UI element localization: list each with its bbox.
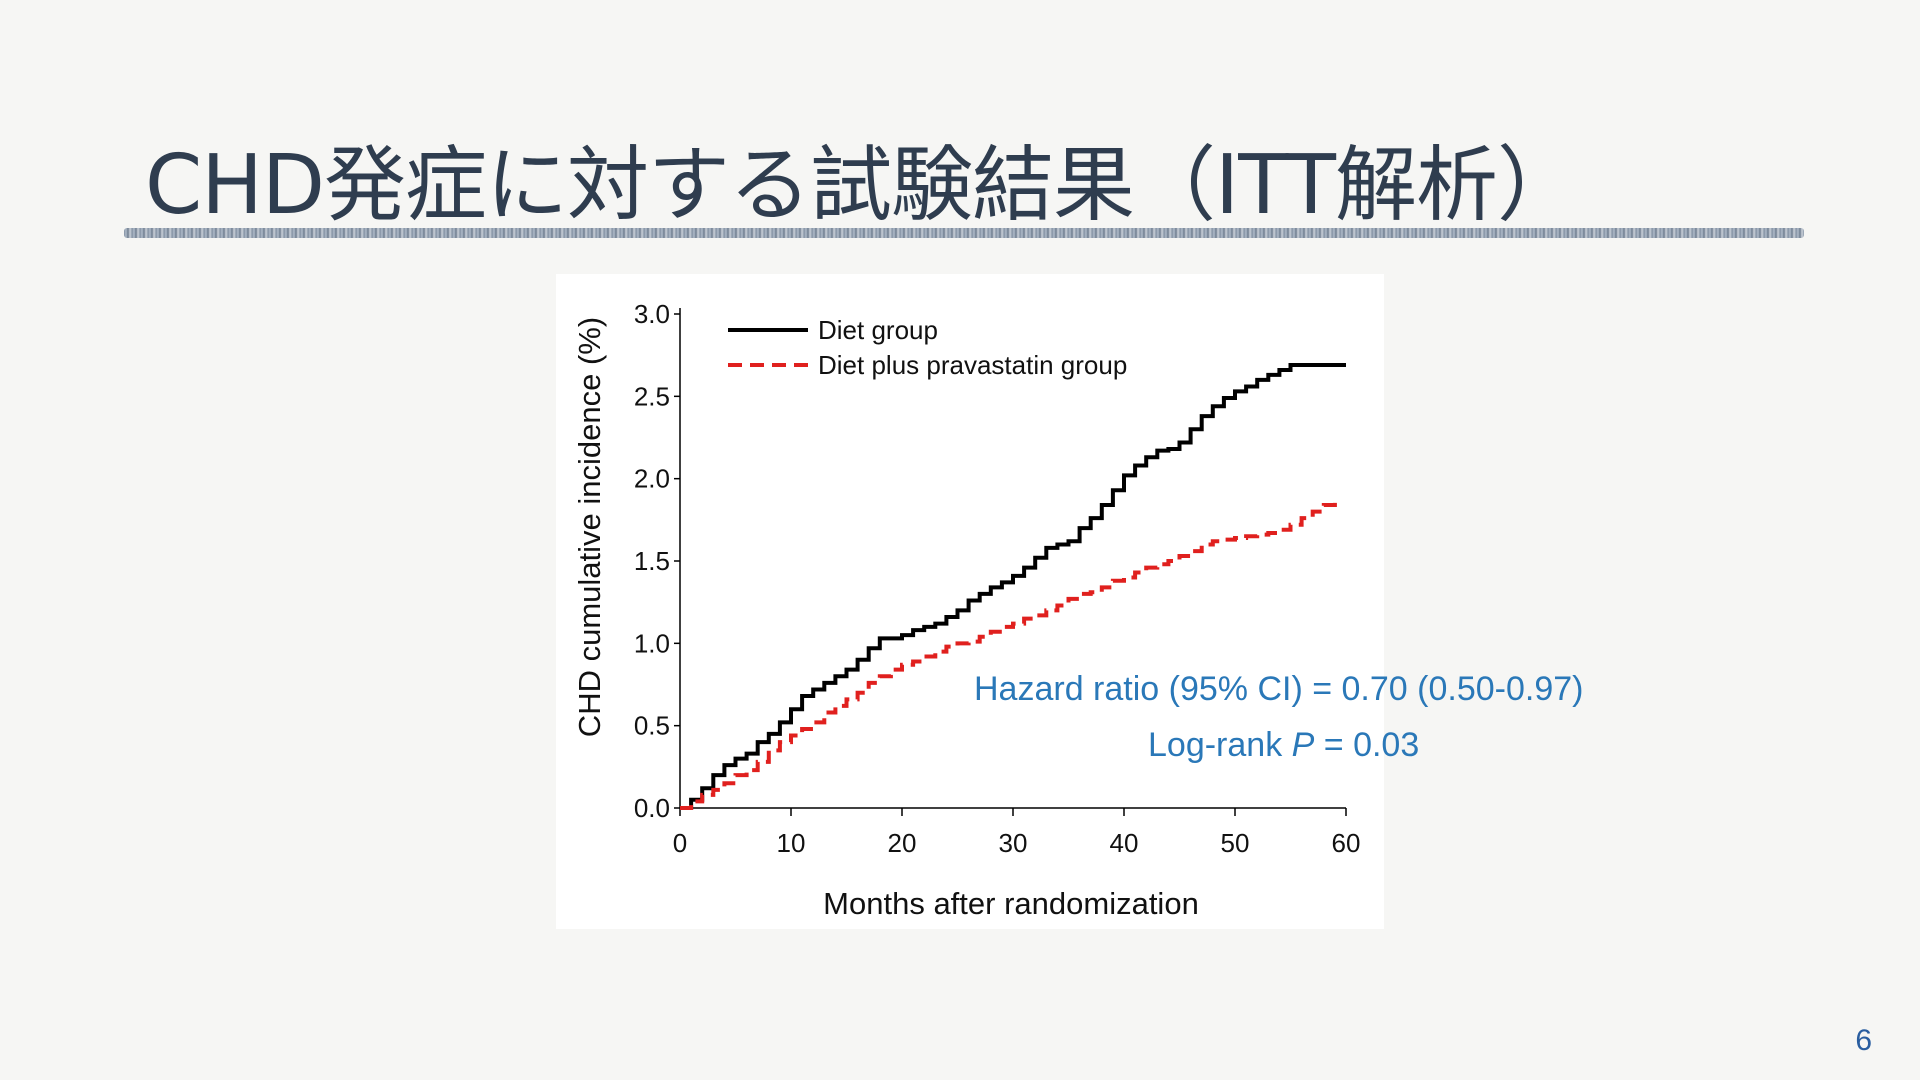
x-tick-label: 20 xyxy=(888,828,917,858)
page-number: 6 xyxy=(1855,1024,1872,1057)
x-tick-label: 30 xyxy=(999,828,1028,858)
y-tick-label: 2.5 xyxy=(634,381,670,411)
series-line-diet-pravastatin xyxy=(680,498,1337,810)
logrank-annotation: Log-rank P = 0.03 xyxy=(1148,726,1419,765)
chart-panel: 0 10 20 30 40 50 60 0.0 0.5 1.0 1.5 2.0 2.5 3.0 Diet … xyxy=(556,274,1384,929)
y-tick-label: 0.5 xyxy=(634,711,670,741)
x-tick-label: 10 xyxy=(777,828,806,858)
x-axis-label: Months after randomization xyxy=(823,886,1199,921)
y-tick-label: 1.5 xyxy=(634,546,670,576)
x-tick-label: 60 xyxy=(1332,828,1361,858)
y-tick-label: 2.0 xyxy=(634,464,670,494)
axes: 0 10 20 30 40 50 60 0.0 0.5 1.0 1.5 2.0 2.5 3.0 xyxy=(634,299,1361,858)
y-tick-label: 0.0 xyxy=(634,793,670,823)
y-tick-label: 3.0 xyxy=(634,299,670,329)
x-tick-label: 50 xyxy=(1221,828,1250,858)
title-divider xyxy=(124,228,1804,238)
x-tick-label: 40 xyxy=(1110,828,1139,858)
y-axis-label: CHD cumulative incidence (%) xyxy=(572,317,607,737)
hazard-ratio-annotation: Hazard ratio (95% CI) = 0.70 (0.50-0.97) xyxy=(974,670,1584,708)
series-layer xyxy=(680,363,1346,810)
legend-label-diet-pravastatin: Diet plus pravastatin group xyxy=(818,350,1127,380)
series-line-diet xyxy=(680,363,1346,810)
y-tick-label: 1.0 xyxy=(634,628,670,658)
logrank-prefix: Log-rank xyxy=(1148,726,1292,764)
logrank-p-symbol: P xyxy=(1291,726,1315,764)
legend-label-diet: Diet group xyxy=(818,315,938,345)
logrank-value: = 0.03 xyxy=(1314,726,1420,764)
km-chart: 0 10 20 30 40 50 60 0.0 0.5 1.0 1.5 2.0 2.5 3.0 Diet … xyxy=(572,299,1361,921)
slide-title: CHD発症に対する試験結果（ITT解析） xyxy=(145,138,1579,233)
legend: Diet group Diet plus pravastatin group xyxy=(728,315,1127,380)
x-tick-label: 0 xyxy=(673,828,687,858)
